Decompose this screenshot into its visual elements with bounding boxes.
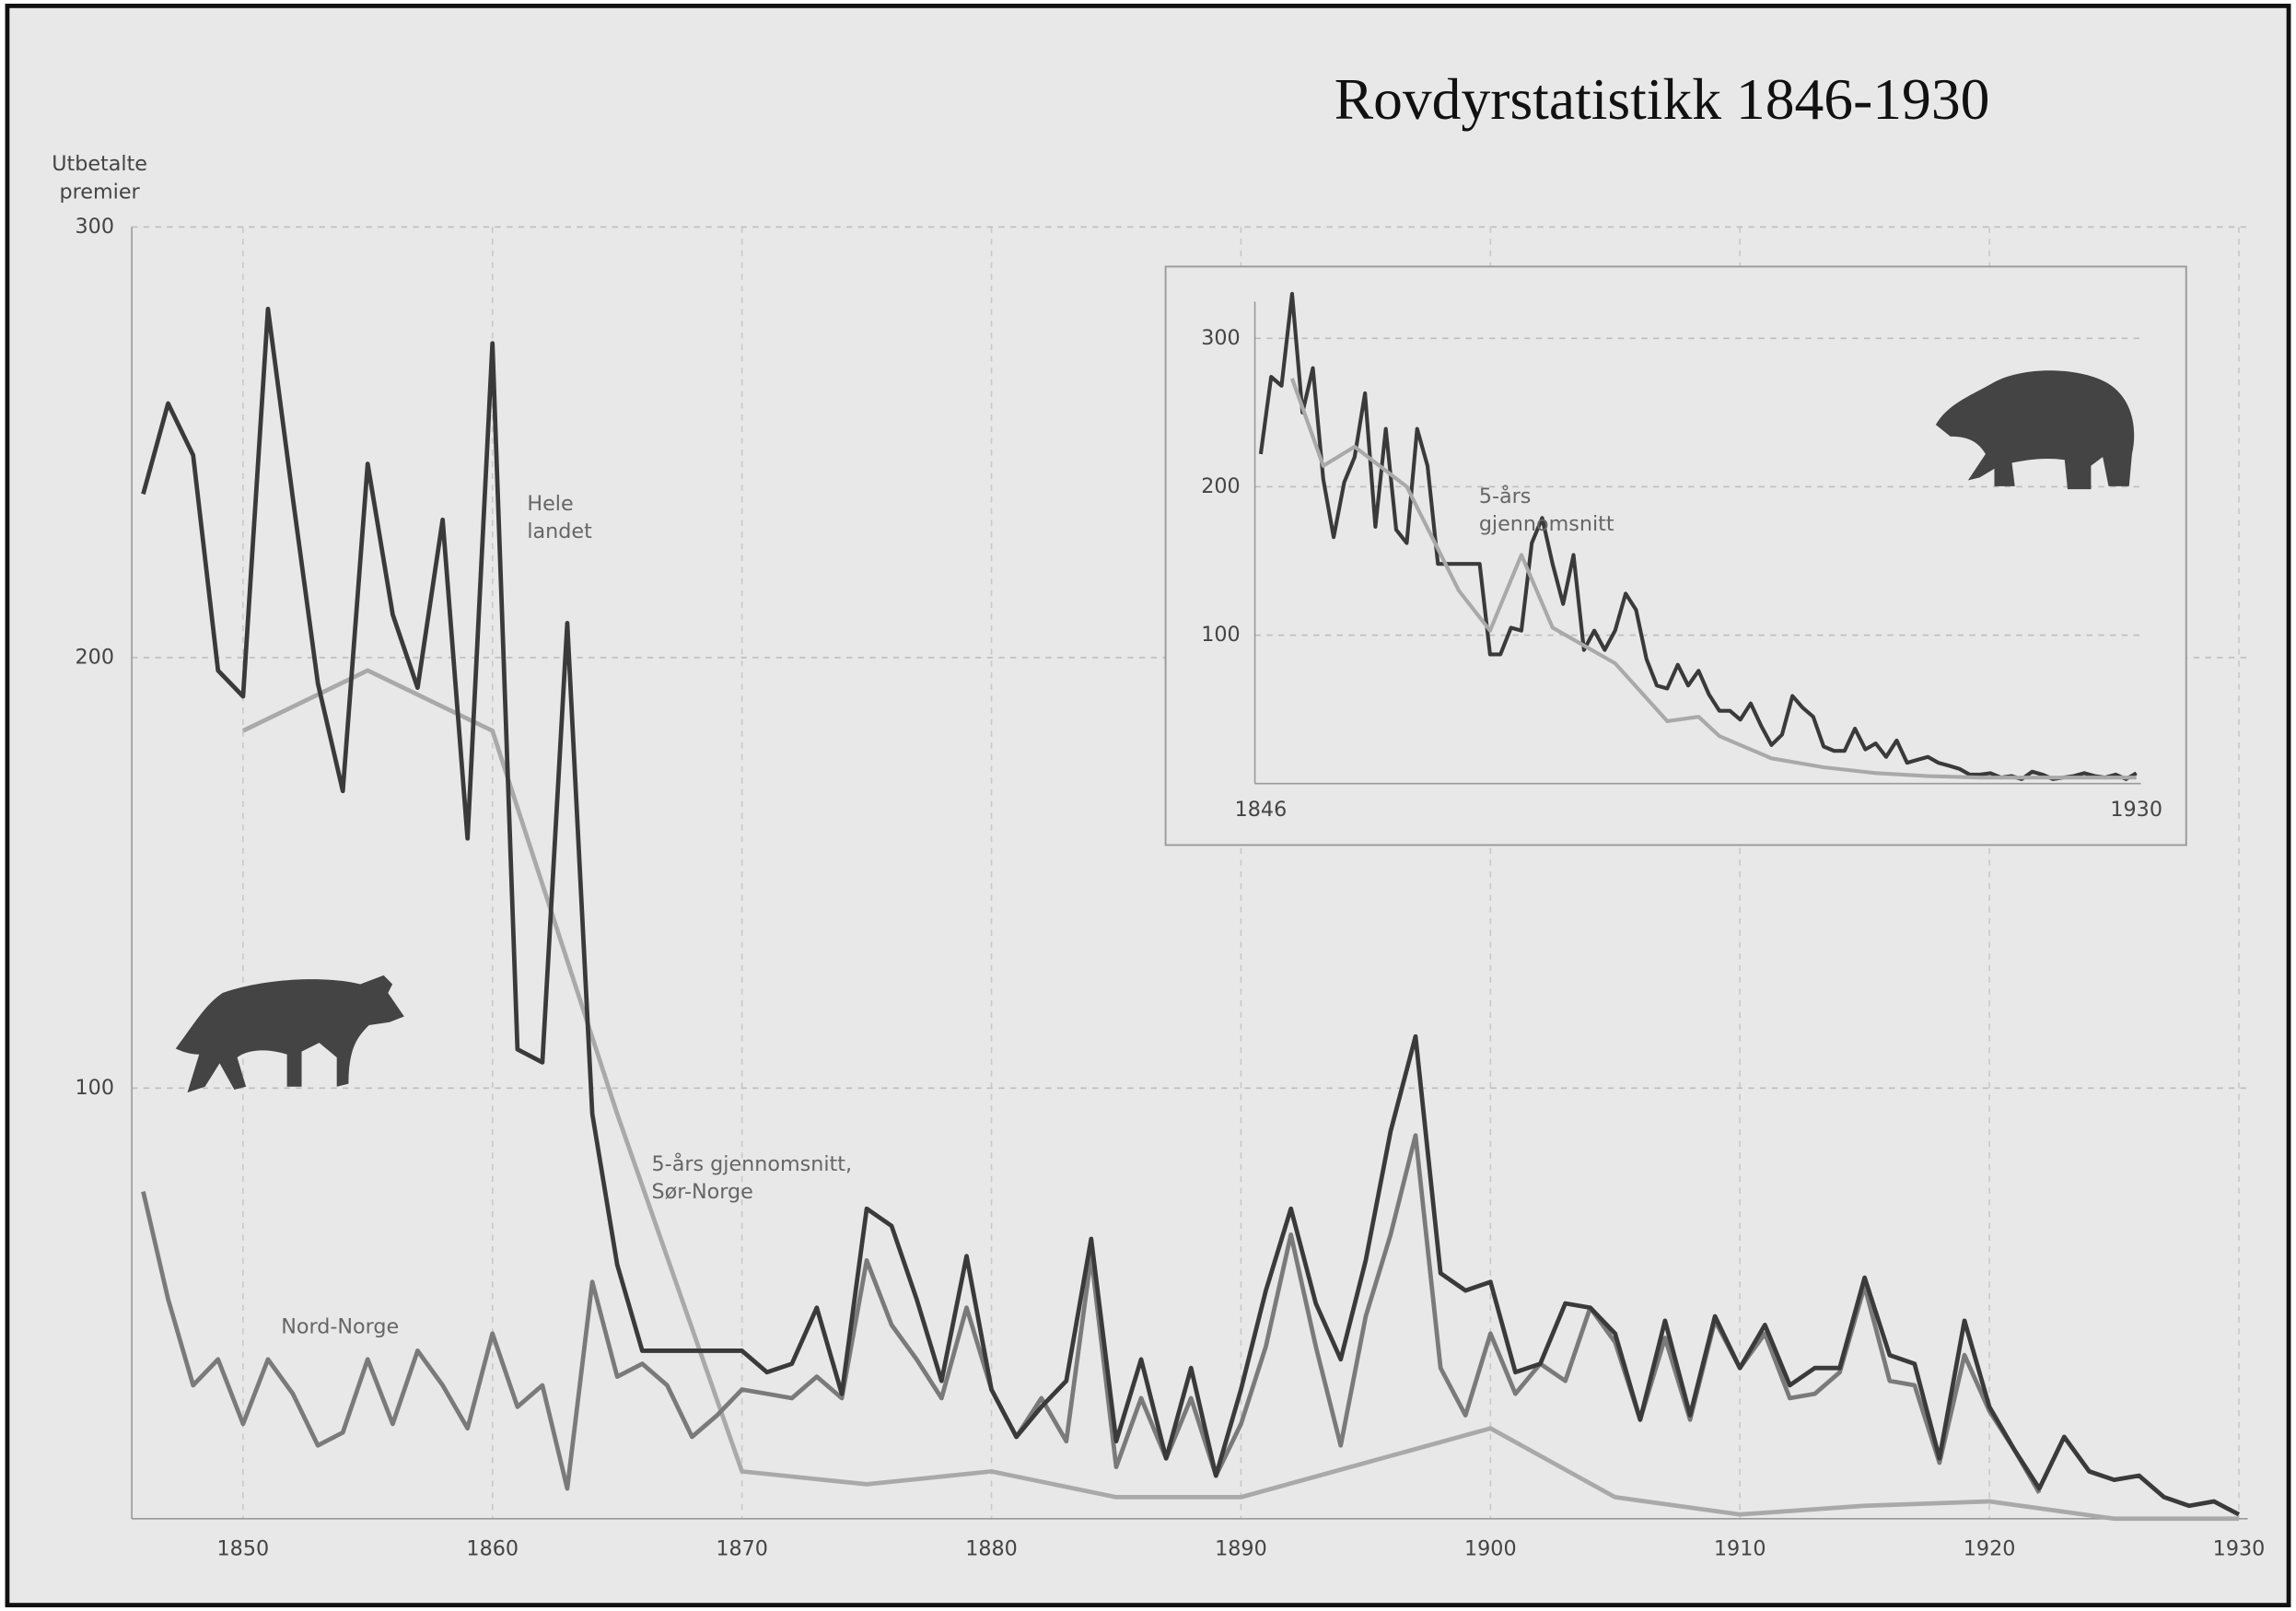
main-chart: 100 200 300 1850 1860 1870 1880 1890 1900 1910 192… [76, 215, 2266, 1561]
series-line [241, 668, 2239, 1522]
x-tick-label: 1880 [965, 1537, 1018, 1561]
series-label: 5-års gjennomsnitt, Sør-Norge [652, 1150, 853, 1204]
y-tick-label: 200 [76, 645, 114, 669]
x-tick-label: 1930 [2213, 1537, 2266, 1561]
wolf-icon [175, 975, 404, 1093]
y-tick-label: 300 [1201, 326, 1240, 350]
x-tick-label: 1910 [1714, 1537, 1766, 1561]
series-line [1290, 378, 2137, 780]
chart-title: Rovdyrstatistikk 1846-1930 [1334, 66, 1990, 132]
bear-icon [1935, 370, 2135, 490]
y-tick-label: 100 [1201, 623, 1240, 647]
x-tick-label: 1900 [1464, 1537, 1517, 1561]
x-tick-label: 1846 [1235, 798, 1288, 822]
y-axis-label: Utbetalte premier [52, 152, 147, 204]
series-label: Nord-Norge [281, 1314, 399, 1338]
x-tick-label: 1850 [217, 1537, 270, 1561]
inset-frame [1164, 265, 2187, 846]
x-tick-label: 1870 [716, 1537, 768, 1561]
series-line [1258, 291, 2138, 781]
y-tick-label: 300 [76, 215, 114, 239]
y-tick-label: 100 [76, 1076, 114, 1100]
series-label: Hele landet [527, 491, 592, 543]
inset-chart: 100 200 300 1846 1930 5-års gjennomsnitt [1201, 291, 2162, 822]
x-tick-label: 1930 [2110, 798, 2162, 822]
series-line [141, 306, 2241, 1517]
x-tick-label: 1890 [1215, 1537, 1267, 1561]
y-tick-label: 200 [1201, 474, 1240, 498]
x-tick-label: 1920 [1964, 1537, 2016, 1561]
x-tick-label: 1860 [466, 1537, 519, 1561]
series-label: 5-års gjennomsnitt [1479, 483, 1614, 536]
